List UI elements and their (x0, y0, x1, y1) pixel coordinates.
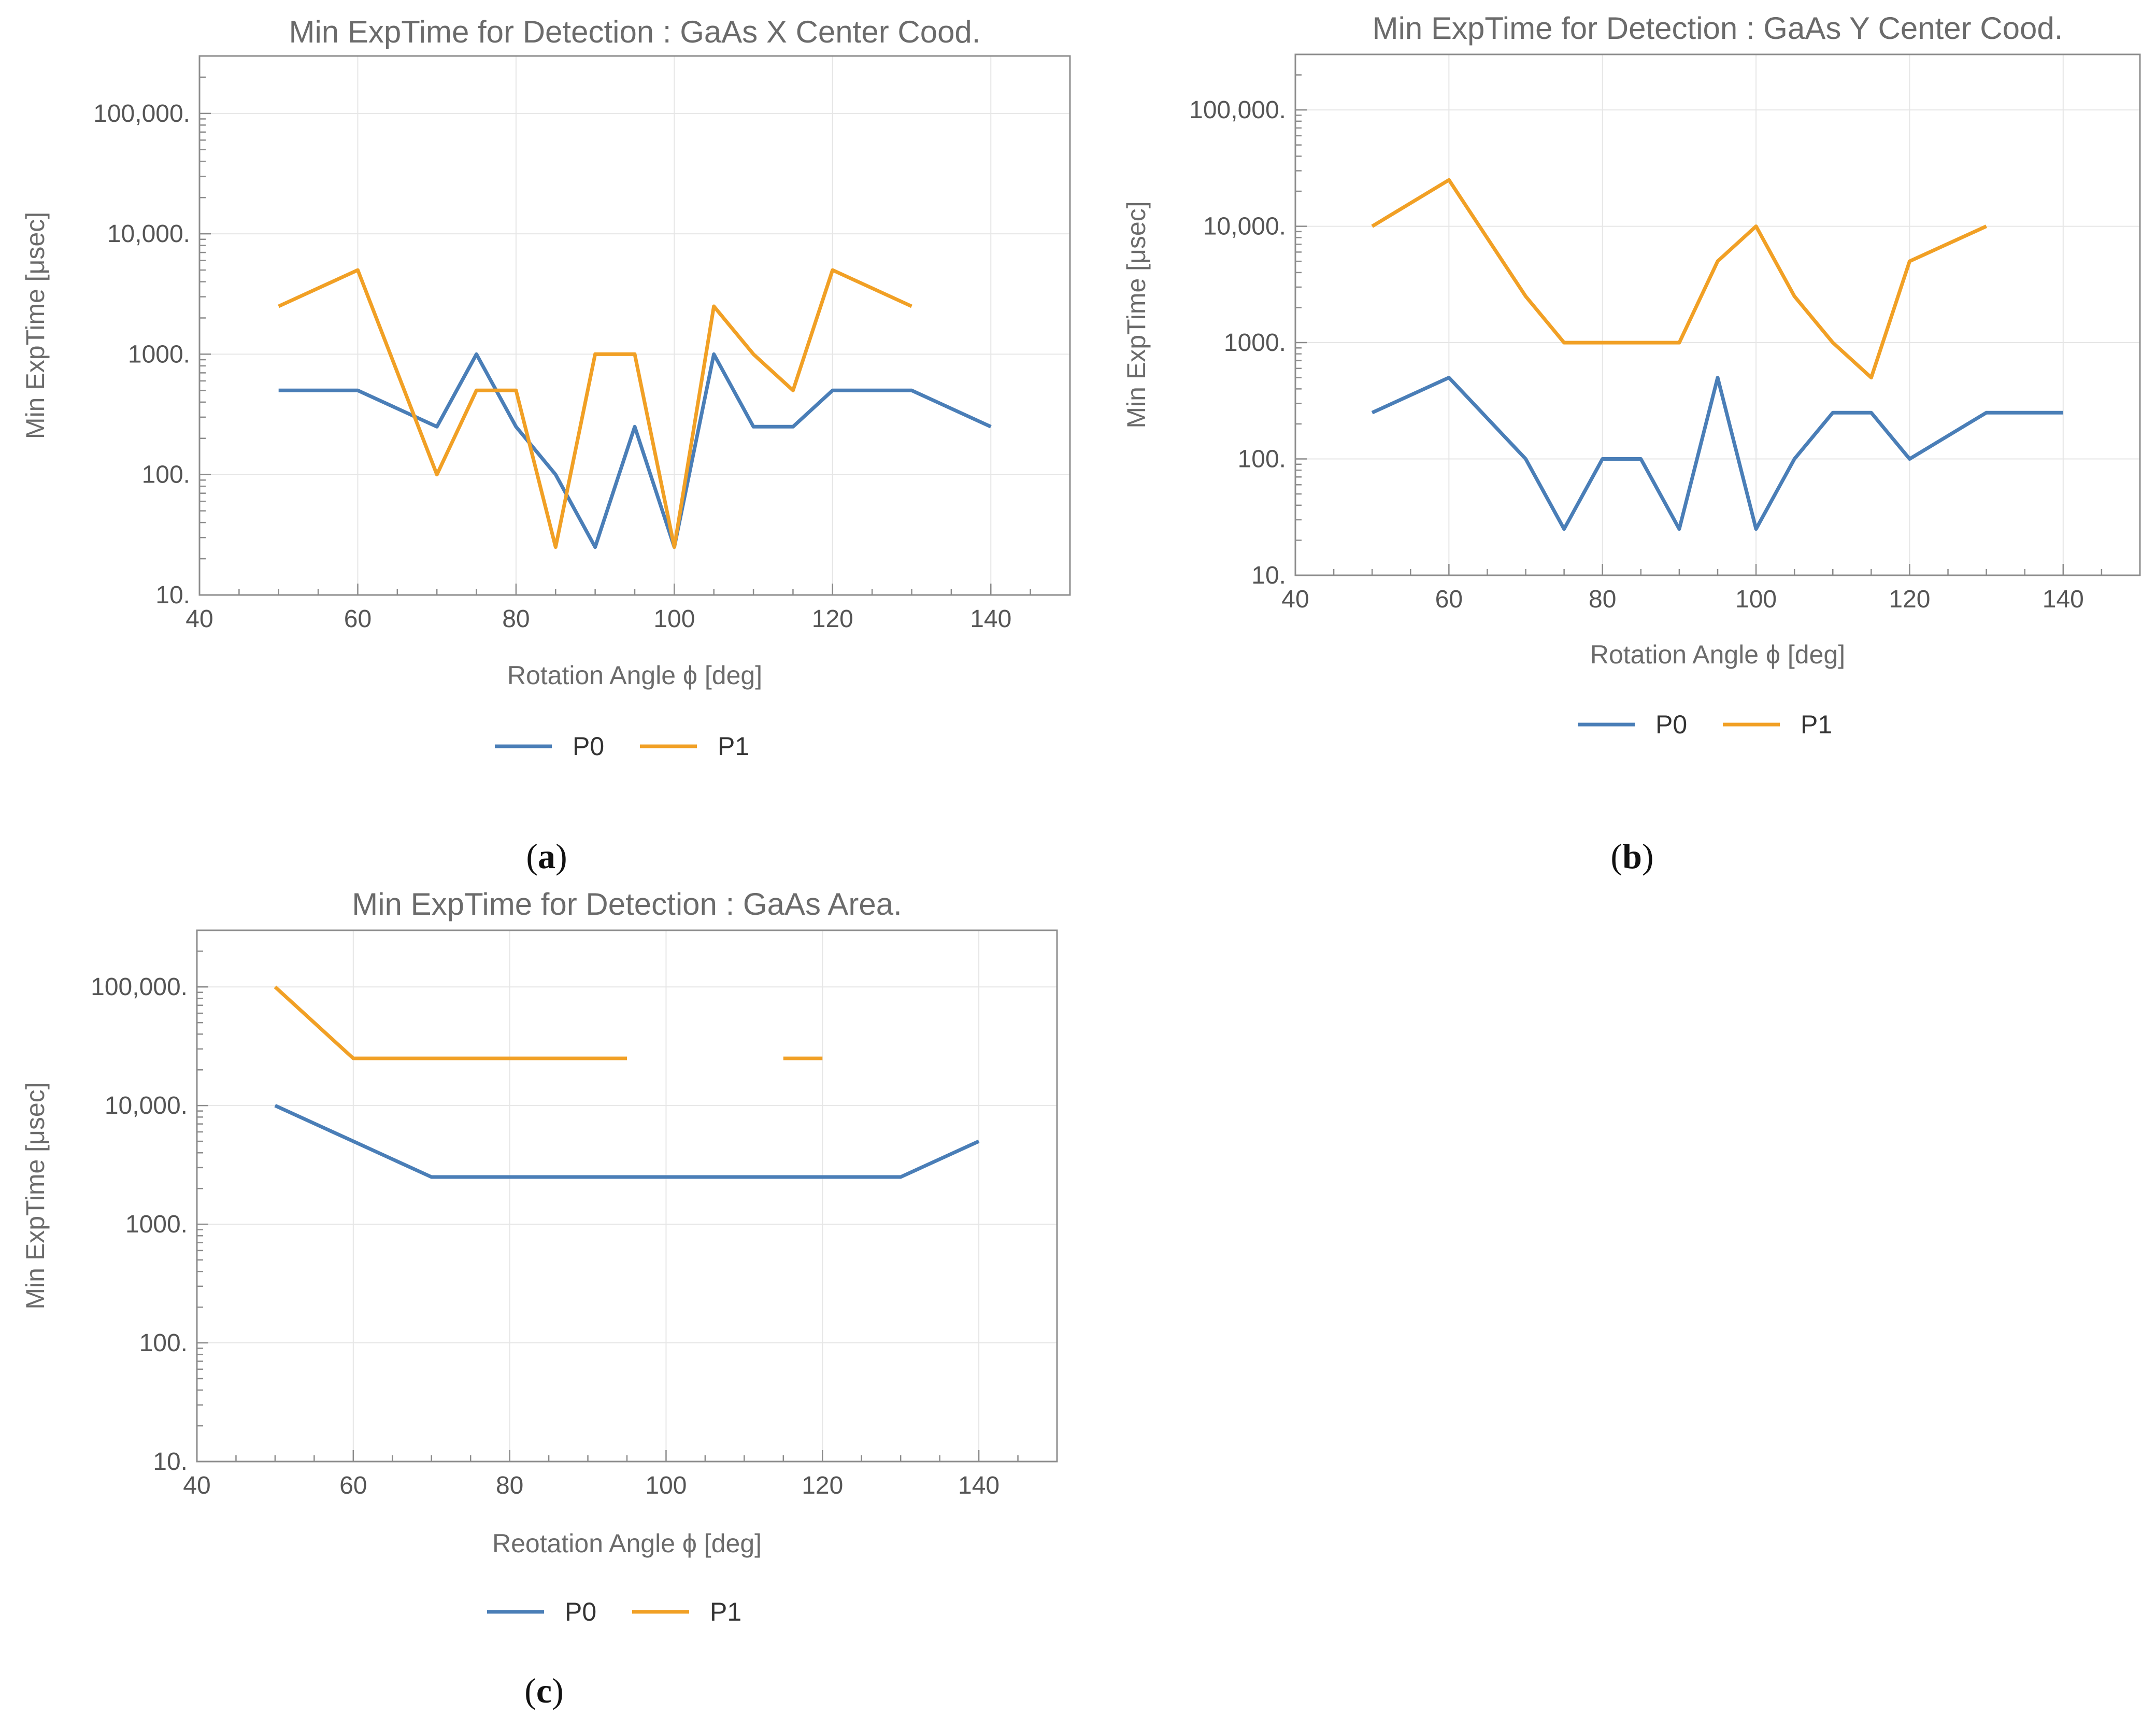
legend-label-p1: P1 (1801, 710, 1832, 739)
y-tick-label: 1000. (125, 1211, 188, 1238)
x-tick-label: 80 (502, 605, 530, 633)
x-tick-label: 60 (344, 605, 372, 633)
caption-letter: c (536, 1671, 552, 1710)
x-tick-label: 100 (645, 1472, 687, 1499)
x-tick-label: 140 (2043, 586, 2084, 613)
y-tick-label: 1000. (1224, 329, 1286, 357)
caption-close-paren: ) (552, 1671, 564, 1710)
y-tick-label: 1000. (128, 341, 190, 368)
x-tick-label: 80 (1589, 586, 1616, 613)
y-tick-label: 100,000. (1189, 96, 1286, 124)
x-tick-label: 120 (812, 605, 853, 633)
x-tick-label: 80 (496, 1472, 523, 1499)
legend: P0 P1 (495, 732, 749, 761)
chart-title: Min ExpTime for Detection : GaAs Y Cente… (1373, 11, 2063, 46)
series-line-p1 (1371, 178, 1988, 380)
y-tick-label: 10. (155, 582, 190, 609)
legend-label-p0: P0 (573, 732, 604, 761)
x-tick-label: 40 (1281, 586, 1309, 613)
caption-close-paren: ) (555, 836, 567, 876)
series-line-p1-segment-1 (274, 985, 627, 1060)
chart-title: Min ExpTime for Detection : GaAs X Cente… (289, 15, 981, 49)
y-tick-label: 10,000. (105, 1092, 188, 1119)
y-tick-label: 10,000. (1203, 213, 1286, 240)
x-axis-label: Rotation Angle ϕ [deg] (1590, 640, 1845, 669)
y-tick-label: 100,000. (91, 973, 188, 1001)
y-tick-label: 100. (1238, 446, 1286, 473)
x-tick-label: 140 (958, 1472, 1000, 1499)
chart-title: Min ExpTime for Detection : GaAs Area. (352, 887, 902, 921)
y-tick-label: 10. (1251, 562, 1286, 589)
series-line-p0 (274, 1104, 980, 1179)
x-tick-label: 100 (653, 605, 695, 633)
panel-caption: (b) (1610, 836, 1653, 876)
y-tick-label: 10,000. (107, 220, 190, 248)
panel-caption: (a) (526, 836, 567, 876)
x-axis-label: Reotation Angle ϕ [deg] (492, 1529, 762, 1558)
x-tick-label: 40 (183, 1472, 210, 1499)
series-line-p1 (278, 268, 912, 549)
plot-frame (1294, 53, 2141, 576)
y-axis-label: Min ExpTime [μsec] (21, 1082, 50, 1309)
plot-frame (198, 55, 1071, 596)
y-tick-label: 10. (153, 1448, 188, 1476)
caption-letter: b (1622, 836, 1642, 876)
legend: P0 P1 (487, 1597, 741, 1626)
x-tick-label: 120 (1889, 586, 1930, 613)
caption-open-paren: ( (524, 1671, 536, 1710)
chart-panel-b: 40 60 80 100 120 140 10. 100. 1000. 10,000. 100,00… (1122, 11, 2141, 876)
x-axis-label: Rotation Angle ϕ [deg] (507, 661, 762, 690)
x-tick-label: 40 (185, 605, 213, 633)
chart-panel-a: 40 60 80 100 120 140 10. 100. 1000. 10,000. 100,00… (21, 15, 1071, 876)
panel-caption: (c) (524, 1671, 564, 1710)
series-line-p0 (1371, 376, 2063, 531)
legend-label-p0: P0 (1655, 710, 1687, 739)
legend-label-p0: P0 (565, 1597, 596, 1626)
plot-frame (196, 929, 1058, 1463)
series-line-p0 (278, 352, 992, 549)
y-tick-label: 100,000. (93, 100, 190, 127)
x-tick-label: 140 (970, 605, 1011, 633)
x-tick-label: 120 (802, 1472, 843, 1499)
caption-close-paren: ) (1642, 836, 1654, 876)
y-axis-label: Min ExpTime [μsec] (1122, 201, 1151, 428)
caption-open-paren: ( (526, 836, 538, 876)
legend-label-p1: P1 (710, 1597, 741, 1626)
x-tick-label: 100 (1735, 586, 1777, 613)
caption-open-paren: ( (1610, 836, 1622, 876)
chart-panel-c: 40 60 80 100 120 140 10. 100. 1000. 10,000. 100,00… (21, 887, 1058, 1710)
caption-letter: a (538, 836, 555, 876)
y-tick-label: 100. (142, 461, 190, 489)
x-tick-label: 60 (339, 1472, 367, 1499)
x-tick-label: 60 (1435, 586, 1463, 613)
y-tick-label: 100. (139, 1329, 188, 1357)
y-axis-label: Min ExpTime [μsec] (21, 212, 50, 439)
legend: P0 P1 (1578, 710, 1832, 739)
legend-label-p1: P1 (718, 732, 749, 761)
